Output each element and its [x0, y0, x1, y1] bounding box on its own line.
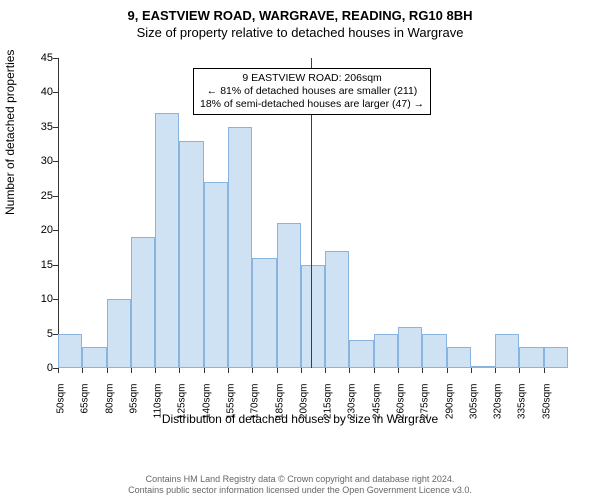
- x-tick-mark: [349, 368, 350, 373]
- x-tick-mark: [325, 368, 326, 373]
- y-tick-label: 35: [23, 121, 53, 133]
- y-tick-mark: [53, 265, 58, 266]
- x-tick-mark: [82, 368, 83, 373]
- x-tick-mark: [277, 368, 278, 373]
- histogram-bar: [58, 334, 82, 368]
- histogram-bar: [325, 251, 349, 368]
- histogram-bar: [495, 334, 519, 368]
- histogram-bar: [471, 366, 495, 368]
- x-tick-mark: [155, 368, 156, 373]
- y-tick-label: 15: [23, 259, 53, 271]
- chart-title-sub: Size of property relative to detached ho…: [0, 25, 600, 42]
- x-tick-mark: [204, 368, 205, 373]
- y-tick-mark: [53, 299, 58, 300]
- x-tick-mark: [544, 368, 545, 373]
- x-tick-mark: [107, 368, 108, 373]
- y-tick-label: 45: [23, 52, 53, 64]
- x-tick-mark: [301, 368, 302, 373]
- histogram-bar: [107, 299, 131, 368]
- x-tick-mark: [131, 368, 132, 373]
- x-tick-mark: [58, 368, 59, 373]
- histogram-bar: [349, 340, 373, 368]
- y-tick-label: 40: [23, 86, 53, 98]
- footer-line-1: Contains HM Land Registry data © Crown c…: [146, 474, 455, 484]
- x-tick-mark: [179, 368, 180, 373]
- y-tick-label: 0: [23, 362, 53, 374]
- annotation-line: 18% of semi-detached houses are larger (…: [200, 98, 424, 111]
- histogram-bar: [252, 258, 276, 368]
- histogram-bar: [228, 127, 252, 368]
- histogram-bar: [374, 334, 398, 368]
- y-tick-mark: [53, 127, 58, 128]
- y-tick-label: 25: [23, 190, 53, 202]
- y-tick-mark: [53, 161, 58, 162]
- histogram-bar: [398, 327, 422, 368]
- x-tick-mark: [519, 368, 520, 373]
- y-tick-label: 20: [23, 224, 53, 236]
- footer-line-2: Contains public sector information licen…: [128, 485, 472, 495]
- x-axis-label: Distribution of detached houses by size …: [0, 412, 600, 426]
- x-tick-mark: [228, 368, 229, 373]
- y-tick-mark: [53, 196, 58, 197]
- plot-area: 05101520253035404550sqm65sqm80sqm95sqm11…: [58, 58, 568, 368]
- y-axis-label: Number of detached properties: [3, 50, 17, 215]
- histogram-bar: [204, 182, 228, 368]
- chart-container: 9, EASTVIEW ROAD, WARGRAVE, READING, RG1…: [0, 8, 600, 448]
- histogram-bar: [447, 347, 471, 368]
- y-tick-label: 5: [23, 328, 53, 340]
- annotation-line: ← 81% of detached houses are smaller (21…: [200, 85, 424, 98]
- x-tick-mark: [374, 368, 375, 373]
- y-tick-mark: [53, 92, 58, 93]
- y-tick-label: 30: [23, 155, 53, 167]
- footer-attribution: Contains HM Land Registry data © Crown c…: [0, 474, 600, 496]
- x-tick-mark: [398, 368, 399, 373]
- annotation-box: 9 EASTVIEW ROAD: 206sqm← 81% of detached…: [193, 68, 431, 115]
- annotation-line: 9 EASTVIEW ROAD: 206sqm: [200, 72, 424, 85]
- x-tick-mark: [422, 368, 423, 373]
- histogram-bar: [277, 223, 301, 368]
- histogram-bar: [301, 265, 325, 368]
- histogram-bar: [519, 347, 543, 368]
- y-tick-label: 10: [23, 293, 53, 305]
- histogram-bar: [155, 113, 179, 368]
- histogram-bar: [82, 347, 106, 368]
- y-tick-mark: [53, 230, 58, 231]
- histogram-bar: [131, 237, 155, 368]
- y-axis: [58, 58, 59, 368]
- histogram-bar: [544, 347, 568, 368]
- y-tick-mark: [53, 58, 58, 59]
- x-tick-mark: [447, 368, 448, 373]
- x-tick-mark: [471, 368, 472, 373]
- chart-title-main: 9, EASTVIEW ROAD, WARGRAVE, READING, RG1…: [0, 8, 600, 25]
- histogram-bar: [179, 141, 203, 368]
- histogram-bar: [422, 334, 446, 368]
- x-tick-mark: [495, 368, 496, 373]
- x-tick-mark: [252, 368, 253, 373]
